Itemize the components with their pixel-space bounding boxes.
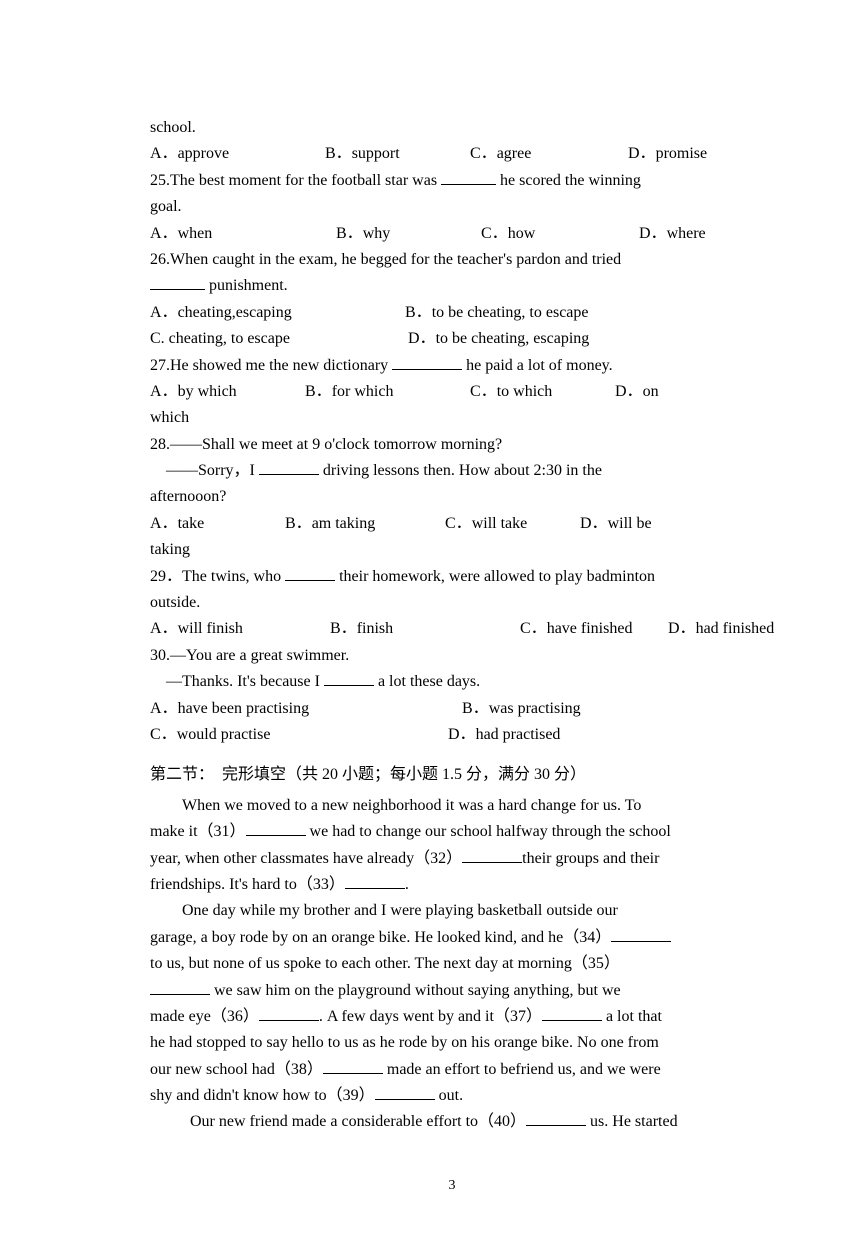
passage-line: made eye（36）. A few days went by and it（… bbox=[150, 1004, 754, 1030]
q30-opt-c: C．would practise bbox=[150, 722, 448, 748]
blank bbox=[285, 564, 335, 581]
q27-opt-b: B．for which bbox=[305, 379, 470, 405]
passage-line: to us, but none of us spoke to each othe… bbox=[150, 951, 754, 977]
blank bbox=[462, 846, 522, 863]
q28-opt-d: D．will be bbox=[580, 511, 652, 537]
exam-page: school. A．approve B．support C．agree D．pr… bbox=[0, 0, 860, 1257]
q24-opt-c: C．agree bbox=[470, 141, 628, 167]
blank bbox=[542, 1004, 602, 1021]
q26-stem-cont: punishment. bbox=[150, 273, 754, 299]
passage-line: our new school had（38） made an effort to… bbox=[150, 1057, 754, 1083]
q29-cont: outside. bbox=[150, 590, 754, 616]
q26-opt-b: B．to be cheating, to escape bbox=[405, 300, 589, 326]
q25-opt-d: D．where bbox=[639, 221, 706, 247]
q29-opt-b: B．finish bbox=[330, 616, 520, 642]
q29-opt-c: C．have finished bbox=[520, 616, 668, 642]
q24-opt-a: A．approve bbox=[150, 141, 325, 167]
q27-opt-a: A．by which bbox=[150, 379, 305, 405]
q27-opt-d: D．on bbox=[615, 379, 659, 405]
q28-opt-b: B．am taking bbox=[285, 511, 445, 537]
blank bbox=[259, 1004, 319, 1021]
q28-options: A．take B．am taking C．will take D．will be bbox=[150, 511, 754, 537]
q26-opt-c: C. cheating, to escape bbox=[150, 326, 408, 352]
q30-opt-d: D．had practised bbox=[448, 722, 560, 748]
q25-opt-b: B．why bbox=[336, 221, 481, 247]
q30-stem: —Thanks. It's because I a lot these days… bbox=[150, 669, 754, 695]
q30-options-row2: C．would practise D．had practised bbox=[150, 722, 754, 748]
q30-line1: 30.—You are a great swimmer. bbox=[150, 643, 754, 669]
q24-options: A．approve B．support C．agree D．promise bbox=[150, 141, 754, 167]
q24-stem-cont: school. bbox=[150, 115, 754, 141]
q28-line1: 28.——Shall we meet at 9 o'clock tomorrow… bbox=[150, 432, 754, 458]
q26-stem: 26.When caught in the exam, he begged fo… bbox=[150, 247, 754, 273]
q30-opt-a: A．have been practising bbox=[150, 696, 462, 722]
passage-line: One day while my brother and I were play… bbox=[150, 898, 754, 924]
blank bbox=[324, 669, 374, 686]
blank bbox=[392, 353, 462, 370]
passage-line: make it（31） we had to change our school … bbox=[150, 819, 754, 845]
q26-opt-a: A．cheating,escaping bbox=[150, 300, 405, 326]
blank bbox=[345, 872, 405, 889]
q25-opt-c: C．how bbox=[481, 221, 639, 247]
q24-opt-b: B．support bbox=[325, 141, 470, 167]
q25-stem-cont: goal. bbox=[150, 194, 754, 220]
q30-opt-b: B．was practising bbox=[462, 696, 581, 722]
blank bbox=[259, 458, 319, 475]
q27-opt-c: C．to which bbox=[470, 379, 615, 405]
q26-opt-d: D．to be cheating, escaping bbox=[408, 326, 589, 352]
q27-stem: 27.He showed me the new dictionary he pa… bbox=[150, 353, 754, 379]
q28-tail: taking bbox=[150, 537, 754, 563]
q25-opt-a: A．when bbox=[150, 221, 336, 247]
q29-opt-d: D．had finished bbox=[668, 616, 774, 642]
q29-opt-a: A．will finish bbox=[150, 616, 330, 642]
q29-options: A．will finish B．finish C．have finished D… bbox=[150, 616, 754, 642]
page-number: 3 bbox=[150, 1174, 754, 1197]
passage-line: he had stopped to say hello to us as he … bbox=[150, 1030, 754, 1056]
blank bbox=[150, 978, 210, 995]
blank bbox=[526, 1109, 586, 1126]
blank bbox=[323, 1057, 383, 1074]
blank bbox=[441, 168, 496, 185]
q28-cont: afternooon? bbox=[150, 484, 754, 510]
passage-line: friendships. It's hard to（33）. bbox=[150, 872, 754, 898]
blank bbox=[246, 819, 306, 836]
passage-line: shy and didn't know how to（39） out. bbox=[150, 1083, 754, 1109]
q27-tail: which bbox=[150, 405, 754, 431]
q28-opt-c: C．will take bbox=[445, 511, 580, 537]
passage-line: Our new friend made a considerable effor… bbox=[150, 1109, 754, 1135]
q25-options: A．when B．why C．how D．where bbox=[150, 221, 754, 247]
blank bbox=[611, 925, 671, 942]
q25-stem: 25.The best moment for the football star… bbox=[150, 168, 754, 194]
passage-line: we saw him on the playground without say… bbox=[150, 978, 754, 1004]
q24-opt-d: D．promise bbox=[628, 141, 707, 167]
q27-options: A．by which B．for which C．to which D．on bbox=[150, 379, 754, 405]
q26-options-row2: C. cheating, to escape D．to be cheating,… bbox=[150, 326, 754, 352]
passage-line: When we moved to a new neighborhood it w… bbox=[150, 793, 754, 819]
blank bbox=[375, 1083, 435, 1100]
passage-line: year, when other classmates have already… bbox=[150, 846, 754, 872]
q30-options-row1: A．have been practising B．was practising bbox=[150, 696, 754, 722]
section-2-title: 第二节： 完形填空（共 20 小题；每小题 1.5 分，满分 30 分） bbox=[150, 762, 754, 788]
passage-line: garage, a boy rode by on an orange bike.… bbox=[150, 925, 754, 951]
q26-options-row1: A．cheating,escaping B．to be cheating, to… bbox=[150, 300, 754, 326]
q29-stem: 29．The twins, who their homework, were a… bbox=[150, 564, 754, 590]
q28-stem: ——Sorry，I driving lessons then. How abou… bbox=[150, 458, 754, 484]
blank bbox=[150, 273, 205, 290]
q28-opt-a: A．take bbox=[150, 511, 285, 537]
